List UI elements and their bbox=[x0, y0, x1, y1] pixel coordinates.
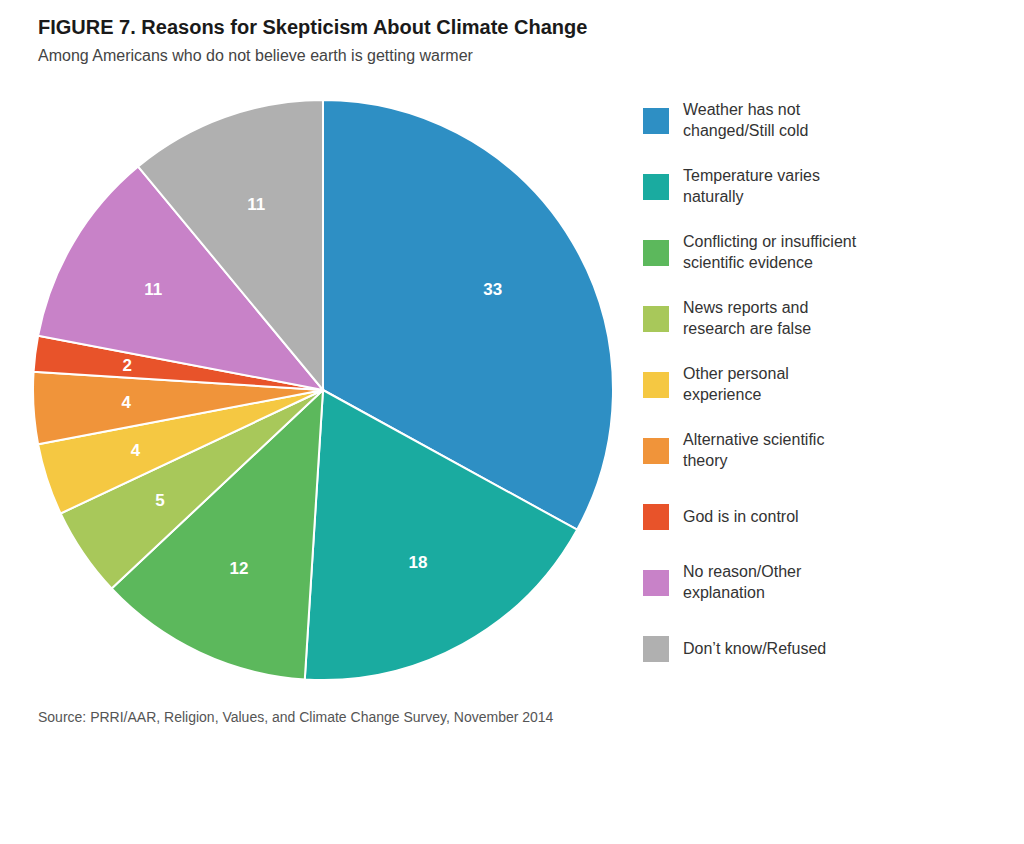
svg-text:33: 33 bbox=[483, 280, 502, 299]
html-text:Conflicting or insufficient sc: Conflicting or insufficient scientific e… bbox=[683, 233, 857, 271]
svg-text:4: 4 bbox=[131, 441, 141, 460]
html-text:Temperature varies naturally: Temperature varies naturally bbox=[683, 167, 820, 205]
html-text:No reason/Other explanation: No reason/Other explanation bbox=[683, 563, 802, 601]
html-text:Alternative scientific theory: Alternative scientific theory bbox=[683, 431, 825, 469]
html-text:God is in control: God is in control bbox=[683, 507, 799, 525]
svg-text:5: 5 bbox=[155, 491, 164, 510]
svg-text:2: 2 bbox=[123, 356, 132, 375]
html-text:Weather has not changed/Still: Weather has not changed/Still cold bbox=[683, 101, 809, 139]
html-text:News reports and research are: News reports and research are false bbox=[683, 299, 812, 337]
html-text:Don’t know/Refused: Don’t know/Refused bbox=[683, 639, 827, 657]
svg-text:11: 11 bbox=[144, 280, 162, 299]
svg-text:12: 12 bbox=[230, 559, 249, 578]
html-text:Source: PRRI/AAR, Religion, Va: Source: PRRI/AAR, Religion, Values, and … bbox=[38, 709, 554, 725]
svg-text:18: 18 bbox=[409, 553, 428, 572]
svg-text:4: 4 bbox=[121, 393, 131, 412]
html-text:FIGURE 7. Reasons for Skeptici: FIGURE 7. Reasons for Skepticism About C… bbox=[38, 16, 588, 38]
html-text:Among Americans who do not bel: Among Americans who do not believe earth… bbox=[38, 47, 473, 64]
html-text:Other personal experience: Other personal experience bbox=[683, 365, 789, 403]
svg-text:11: 11 bbox=[247, 195, 265, 214]
